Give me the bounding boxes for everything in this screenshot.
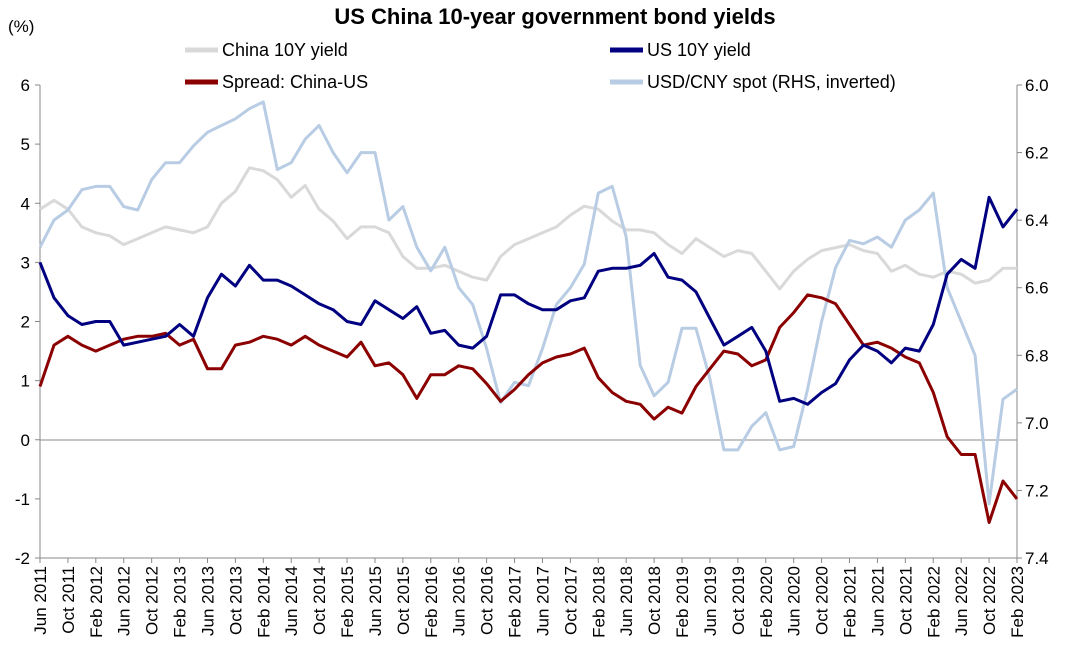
y-tick-label: 2 (21, 313, 30, 332)
y-axis-label: (%) (8, 17, 34, 36)
legend-label: US 10Y yield (647, 40, 751, 60)
x-tick-label: Oct 2020 (813, 566, 832, 635)
x-tick-label: Oct 2022 (980, 566, 999, 635)
series-line-2 (38, 195, 1019, 406)
x-tick-label: Jun 2020 (785, 566, 804, 636)
x-tick-label: Feb 2022 (924, 566, 943, 638)
x-tick-label: Oct 2016 (478, 566, 497, 635)
y2-tick-label: 6.2 (1025, 144, 1049, 163)
y-tick-label: -2 (15, 549, 30, 568)
x-tick-label: Feb 2021 (841, 566, 860, 638)
x-tick-label: Feb 2023 (1008, 566, 1027, 638)
y-tick-label: 0 (21, 431, 30, 450)
y2-tick-label: 6.4 (1025, 211, 1049, 230)
x-tick-label: Feb 2012 (87, 566, 106, 638)
x-tick-label: Feb 2017 (506, 566, 525, 638)
series-lines (38, 100, 1019, 524)
x-tick-label: Jun 2015 (366, 566, 385, 636)
x-tick-label: Oct 2019 (729, 566, 748, 635)
x-tick-label: Feb 2019 (673, 566, 692, 638)
x-tick-label: Jun 2013 (198, 566, 217, 636)
x-tick-label: Jun 2017 (533, 566, 552, 636)
x-tick-label: Feb 2016 (422, 566, 441, 638)
legend-label: Spread: China-US (222, 72, 368, 92)
legend: China 10Y yield US 10Y yield Spread: China… (185, 40, 896, 92)
x-tick-label: Oct 2014 (310, 566, 329, 635)
x-tick-label: Feb 2018 (589, 566, 608, 638)
y-tick-label: 3 (21, 253, 30, 272)
x-tick-label: Feb 2020 (757, 566, 776, 638)
x-tick-label: Jun 2022 (952, 566, 971, 636)
y2-tick-label: 7.0 (1025, 414, 1049, 433)
x-tick-label: Oct 2017 (561, 566, 580, 635)
x-tick-label: Oct 2021 (896, 566, 915, 635)
y2-tick-label: 6.6 (1025, 279, 1049, 298)
y2-tick-label: 7.4 (1025, 549, 1049, 568)
y-tick-label: 5 (21, 135, 30, 154)
x-tick-label: Feb 2015 (338, 566, 357, 638)
x-tick-label: Jun 2021 (868, 566, 887, 636)
x-tick-label: Oct 2011 (59, 566, 78, 634)
x-tick-label: Feb 2013 (171, 566, 190, 638)
left-y-ticks: -2 -1 0 1 2 3 4 5 6 (15, 76, 40, 568)
x-tick-label: Oct 2012 (143, 566, 162, 635)
legend-label: China 10Y yield (222, 40, 348, 60)
right-y-ticks: 6.0 6.2 6.4 6.6 6.8 7.0 7.2 7.4 (1017, 76, 1049, 568)
x-tick-label: Oct 2018 (645, 566, 664, 635)
x-ticks: Jun 2011 Oct 2011 Feb 2012 Jun 2012 Oct 2012… (31, 558, 1027, 638)
series-line-3 (38, 293, 1019, 524)
x-tick-label: Feb 2014 (254, 566, 273, 638)
x-tick-label: Jun 2011 (31, 566, 50, 635)
y-tick-label: 1 (21, 372, 30, 391)
x-tick-label: Oct 2015 (394, 566, 413, 635)
series-line-1 (39, 166, 1017, 291)
y-tick-label: 6 (21, 76, 30, 95)
x-tick-label: Jun 2012 (115, 566, 134, 636)
y2-tick-label: 7.2 (1025, 481, 1049, 500)
x-tick-label: Oct 2013 (226, 566, 245, 635)
x-tick-label: Jun 2014 (282, 566, 301, 636)
x-tick-label: Jun 2018 (617, 566, 636, 636)
y-tick-label: 4 (21, 194, 30, 213)
x-tick-label: Jun 2016 (450, 566, 469, 636)
x-tick-label: Jun 2019 (701, 566, 720, 636)
legend-label: USD/CNY spot (RHS, inverted) (647, 72, 896, 92)
y-tick-label: -1 (15, 490, 30, 509)
y2-tick-label: 6.8 (1025, 346, 1049, 365)
y2-tick-label: 6.0 (1025, 76, 1049, 95)
chart-title: US China 10-year government bond yields (334, 4, 775, 29)
series-line-4 (38, 100, 1018, 506)
